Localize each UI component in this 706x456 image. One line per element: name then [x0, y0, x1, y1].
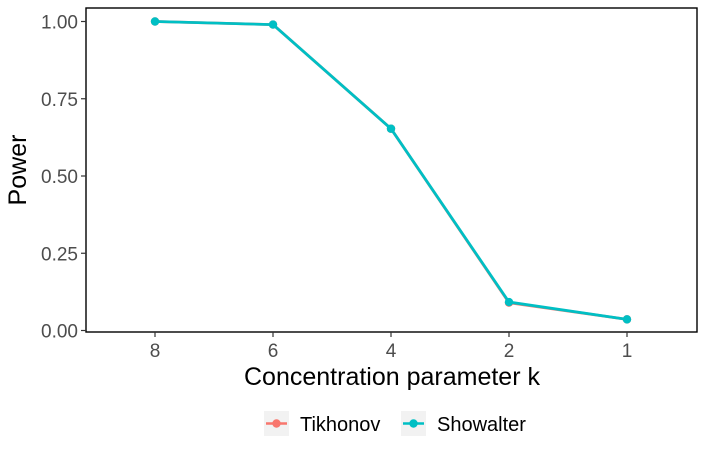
series-showalter — [150, 17, 632, 324]
series-line — [153, 20, 629, 321]
series-tikhonov — [150, 17, 632, 324]
data-point — [504, 297, 514, 307]
y-tick-label: 1.00 — [41, 13, 78, 34]
y-tick-label: 0.50 — [41, 167, 78, 188]
x-tick-label: 1 — [622, 341, 633, 362]
legend-key-point — [272, 419, 281, 428]
y-tick-label: 0.75 — [41, 90, 78, 111]
y-axis: 0.00 0.25 0.50 0.75 1.00 — [41, 13, 86, 343]
x-tick-label: 2 — [504, 341, 515, 362]
y-tick-label: 0.00 — [41, 322, 78, 343]
legend-key-point — [409, 419, 418, 428]
legend-item: Tikhonov — [264, 411, 380, 436]
x-tick-label: 6 — [268, 341, 279, 362]
data-point — [150, 17, 160, 26]
series-layer — [150, 17, 632, 324]
data-point — [386, 124, 396, 133]
legend: Tikhonov Showalter — [264, 411, 526, 436]
legend-label: Tikhonov — [300, 414, 380, 436]
legend-label: Showalter — [437, 414, 526, 436]
data-point — [622, 315, 632, 324]
x-axis-title: Concentration parameter k — [244, 363, 540, 391]
y-tick-label: 0.25 — [41, 244, 78, 265]
data-point — [268, 20, 278, 29]
x-tick-label: 4 — [386, 341, 397, 362]
y-axis-title: Power — [4, 135, 32, 206]
legend-item: Showalter — [401, 411, 526, 436]
series-line — [153, 20, 629, 321]
x-tick-label: 8 — [150, 341, 161, 362]
x-axis: 8 6 4 2 1 — [150, 332, 633, 362]
plot-panel-border — [85, 7, 698, 333]
